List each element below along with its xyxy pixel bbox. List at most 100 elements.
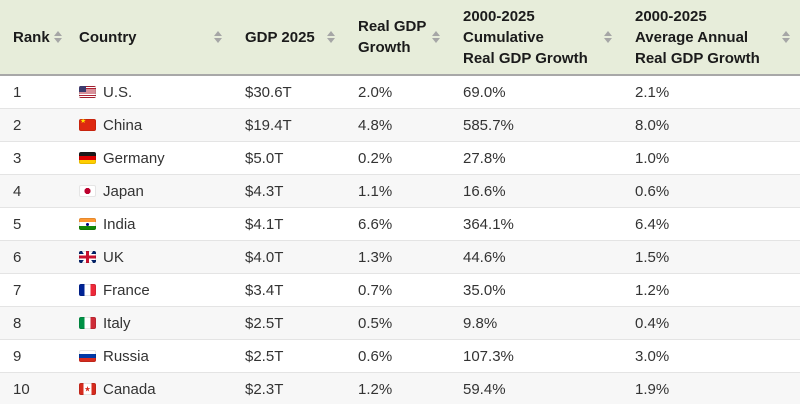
- col-header-rank[interactable]: Rank: [0, 0, 66, 76]
- rank-cell: 9: [0, 339, 66, 373]
- cumulative-growth-cell: 364.1%: [450, 207, 622, 241]
- cumulative-growth-cell: 16.6%: [450, 174, 622, 208]
- table-row: 6 UK $4.0T 1.3% 44.6% 1.5%: [0, 240, 800, 274]
- avg-annual-growth-cell: 0.6%: [622, 174, 800, 208]
- growth-cell: 0.2%: [345, 141, 450, 175]
- country-cell: U.S.: [66, 75, 232, 109]
- col-header-gdp-2025-label: GDP 2025: [245, 28, 315, 46]
- cumulative-growth-cell: 585.7%: [450, 108, 622, 142]
- cumulative-growth-cell: 107.3%: [450, 339, 622, 373]
- col-header-cumulative-growth[interactable]: 2000-2025 Cumulative Real GDP Growth: [450, 0, 622, 76]
- growth-cell: 0.5%: [345, 306, 450, 340]
- table-row: 5 India $4.1T 6.6% 364.1% 6.4%: [0, 207, 800, 241]
- table-row: 10 Canada $2.3T 1.2% 59.4% 1.9%: [0, 372, 800, 404]
- gdp-cell: $19.4T: [232, 108, 345, 142]
- avg-annual-growth-cell: 6.4%: [622, 207, 800, 241]
- country-cell: UK: [66, 240, 232, 274]
- rank-cell: 8: [0, 306, 66, 340]
- table-row: 2 China $19.4T 4.8% 585.7% 8.0%: [0, 108, 800, 142]
- rank-cell: 3: [0, 141, 66, 175]
- growth-cell: 0.7%: [345, 273, 450, 307]
- gdp-cell: $4.1T: [232, 207, 345, 241]
- flag-russia-icon: [79, 350, 96, 362]
- flag-japan-icon: [79, 185, 96, 197]
- col-header-avg-annual-growth[interactable]: 2000-2025 Average Annual Real GDP Growth: [622, 0, 800, 76]
- country-cell: China: [66, 108, 232, 142]
- gdp-cell: $4.3T: [232, 174, 345, 208]
- country-cell: France: [66, 273, 232, 307]
- country-cell: Japan: [66, 174, 232, 208]
- growth-cell: 1.3%: [345, 240, 450, 274]
- gdp-cell: $5.0T: [232, 141, 345, 175]
- avg-annual-growth-cell: 3.0%: [622, 339, 800, 373]
- table-row: 3 Germany $5.0T 0.2% 27.8% 1.0%: [0, 141, 800, 175]
- avg-annual-growth-cell: 8.0%: [622, 108, 800, 142]
- gdp-cell: $3.4T: [232, 273, 345, 307]
- col-header-country[interactable]: Country: [66, 0, 232, 76]
- country-name: China: [103, 116, 143, 134]
- col-header-gdp-2025[interactable]: GDP 2025: [232, 0, 345, 76]
- growth-cell: 1.1%: [345, 174, 450, 208]
- sort-icon[interactable]: [432, 31, 440, 43]
- cumulative-growth-cell: 9.8%: [450, 306, 622, 340]
- flag-china-icon: [79, 119, 96, 131]
- gdp-cell: $2.5T: [232, 339, 345, 373]
- growth-cell: 0.6%: [345, 339, 450, 373]
- rank-cell: 5: [0, 207, 66, 241]
- col-header-avg-annual-growth-label: 2000-2025 Average Annual Real GDP Growth: [635, 7, 760, 67]
- rank-cell: 6: [0, 240, 66, 274]
- col-header-real-gdp-growth-label: Real GDP Growth: [358, 18, 427, 56]
- rank-cell: 7: [0, 273, 66, 307]
- rank-cell: 2: [0, 108, 66, 142]
- cumulative-growth-cell: 35.0%: [450, 273, 622, 307]
- table-row: 9 Russia $2.5T 0.6% 107.3% 3.0%: [0, 339, 800, 373]
- avg-annual-growth-cell: 0.4%: [622, 306, 800, 340]
- gdp-cell: $4.0T: [232, 240, 345, 274]
- col-header-country-label: Country: [79, 28, 137, 46]
- col-header-real-gdp-growth[interactable]: Real GDP Growth: [345, 0, 450, 76]
- flag-us-icon: [79, 86, 96, 98]
- growth-cell: 1.2%: [345, 372, 450, 404]
- avg-annual-growth-cell: 1.2%: [622, 273, 800, 307]
- flag-uk-icon: [79, 251, 96, 263]
- country-name: U.S.: [103, 83, 133, 101]
- country-name: UK: [103, 248, 124, 266]
- flag-germany-icon: [79, 152, 96, 164]
- gdp-cell: $30.6T: [245, 83, 292, 101]
- rank-cell: 4: [0, 174, 66, 208]
- country-name: India: [103, 215, 136, 233]
- flag-italy-icon: [79, 317, 96, 329]
- country-cell: India: [66, 207, 232, 241]
- avg-annual-growth-cell: 2.1%: [635, 83, 670, 101]
- flag-canada-icon: [79, 383, 96, 395]
- table-row: 1 U.S. $30.6T 2.0% 69.0% 2.1%: [0, 75, 800, 109]
- country-name: Russia: [103, 347, 149, 365]
- growth-cell: 2.0%: [358, 83, 393, 101]
- cumulative-growth-cell: 44.6%: [450, 240, 622, 274]
- table-row: 7 France $3.4T 0.7% 35.0% 1.2%: [0, 273, 800, 307]
- sort-icon[interactable]: [604, 31, 612, 43]
- flag-france-icon: [79, 284, 96, 296]
- sort-icon[interactable]: [53, 31, 62, 43]
- country-cell: Italy: [66, 306, 232, 340]
- country-name: Canada: [103, 380, 156, 398]
- country-cell: Canada: [66, 372, 232, 404]
- country-name: Germany: [103, 149, 165, 167]
- avg-annual-growth-cell: 1.0%: [622, 141, 800, 175]
- gdp-cell: $2.3T: [232, 372, 345, 404]
- rank-cell: 10: [0, 372, 66, 404]
- col-header-cumulative-growth-label: 2000-2025 Cumulative Real GDP Growth: [463, 7, 588, 67]
- cumulative-growth-cell: 69.0%: [463, 83, 506, 101]
- growth-cell: 4.8%: [345, 108, 450, 142]
- col-header-rank-label: Rank: [13, 28, 50, 46]
- sort-icon[interactable]: [327, 31, 335, 43]
- country-name: Italy: [103, 314, 131, 332]
- table-row: 4 Japan $4.3T 1.1% 16.6% 0.6%: [0, 174, 800, 208]
- table-row: 8 Italy $2.5T 0.5% 9.8% 0.4%: [0, 306, 800, 340]
- sort-icon[interactable]: [782, 31, 790, 43]
- flag-india-icon: [79, 218, 96, 230]
- country-cell: Germany: [66, 141, 232, 175]
- country-name: Japan: [103, 182, 144, 200]
- sort-icon[interactable]: [214, 31, 222, 43]
